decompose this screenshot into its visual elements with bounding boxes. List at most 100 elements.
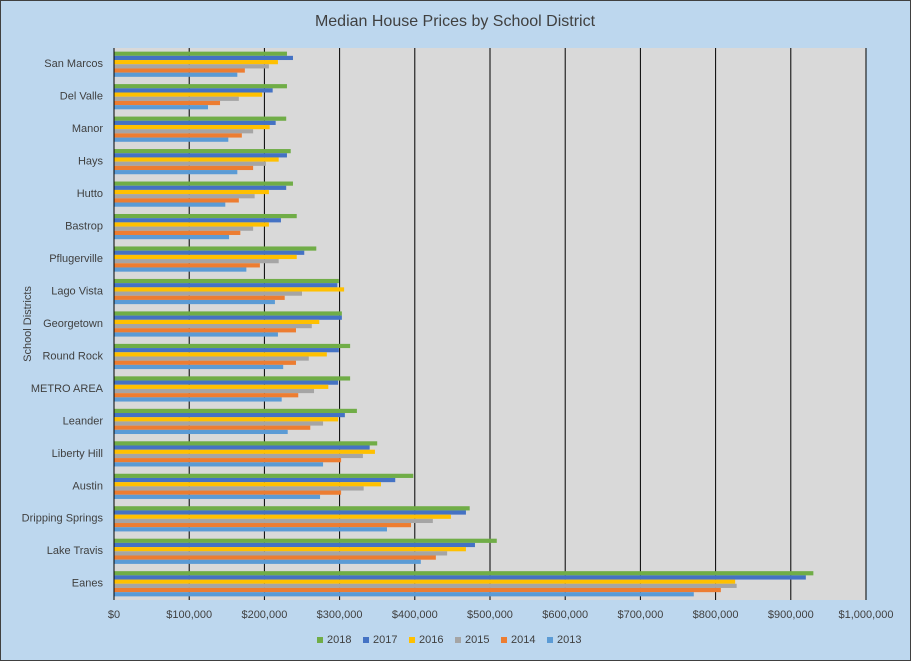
bar [114, 482, 381, 487]
y-tick-label: San Marcos [44, 58, 103, 70]
x-tick-label: $0 [108, 609, 120, 621]
bar [114, 185, 287, 190]
y-tick-label: Pflugerville [49, 253, 103, 265]
bar [114, 425, 311, 430]
legend-label: 2017 [373, 634, 397, 646]
bar [114, 324, 312, 329]
bar [114, 153, 287, 158]
x-tick-label: $800,000 [693, 609, 739, 621]
bar [114, 311, 342, 316]
bar [114, 100, 221, 106]
y-tick-label: Lake Travis [47, 545, 104, 557]
bar [114, 149, 291, 154]
y-tick-label: Eanes [72, 578, 104, 590]
bar [114, 514, 451, 519]
bar [114, 458, 342, 463]
y-tick-label: Dripping Springs [22, 513, 104, 525]
bar [114, 105, 208, 110]
bar [114, 376, 351, 381]
x-tick-label: $1,000,000 [838, 609, 893, 621]
bar [114, 84, 287, 89]
legend-swatch [317, 637, 323, 643]
y-axis-title: School Districts [22, 286, 34, 362]
bar [114, 360, 296, 365]
bar [114, 263, 260, 268]
bar [114, 518, 433, 524]
bar [114, 116, 287, 121]
bar [114, 198, 239, 203]
y-tick-label: Liberty Hill [52, 448, 103, 460]
bar [114, 486, 364, 491]
bar [114, 538, 497, 543]
bar [114, 453, 363, 459]
y-tick-label: Austin [72, 480, 103, 492]
y-tick-label: Manor [72, 123, 104, 135]
bar [114, 189, 269, 195]
bar [114, 579, 736, 584]
y-tick-label: Leander [63, 415, 104, 427]
bar [114, 246, 317, 251]
bar [114, 165, 254, 171]
bar [114, 542, 475, 548]
bar [114, 393, 299, 398]
bar [114, 473, 414, 478]
y-tick-label: Hays [78, 156, 104, 168]
bar [114, 523, 412, 528]
x-tick-label: $400,000 [392, 609, 438, 621]
bar [114, 551, 448, 556]
bar [114, 120, 276, 125]
legend-label: 2016 [419, 634, 443, 646]
bar [114, 408, 357, 414]
bar [114, 88, 273, 93]
bar [114, 343, 351, 349]
bar [114, 555, 436, 560]
bar [114, 234, 230, 240]
legend-swatch [363, 637, 369, 643]
bar [114, 462, 324, 467]
bar [114, 222, 269, 227]
y-tick-label: METRO AREA [31, 383, 104, 395]
bar [114, 68, 245, 73]
x-tick-label: $700,000 [617, 609, 663, 621]
bar [114, 230, 241, 235]
y-tick-label: Bastrop [65, 220, 103, 232]
y-tick-label: Del Valle [60, 91, 103, 103]
x-tick-label: $900,000 [768, 609, 814, 621]
bar [114, 445, 370, 450]
bar [114, 202, 226, 207]
chart-title: Median House Prices by School District [315, 13, 596, 30]
bar [114, 417, 339, 422]
bar [114, 295, 285, 300]
bar [114, 583, 737, 588]
bar [114, 494, 321, 499]
bar [114, 527, 387, 532]
bar [114, 352, 327, 357]
bar [114, 384, 329, 389]
bar [114, 218, 281, 223]
bar [114, 299, 275, 305]
bar [114, 92, 263, 97]
bar [114, 213, 297, 219]
bar [114, 283, 338, 288]
bar [114, 291, 302, 296]
x-tick-label: $200,000 [241, 609, 287, 621]
legend-label: 2013 [557, 634, 581, 646]
bar [114, 510, 466, 515]
bar [114, 449, 375, 454]
bar [114, 137, 229, 142]
bar [114, 254, 297, 260]
bar [114, 124, 270, 130]
legend-swatch [455, 637, 461, 643]
bar [114, 477, 396, 483]
y-tick-label: Round Rock [42, 350, 103, 362]
bar [114, 226, 254, 231]
bar [114, 315, 342, 320]
bar [114, 388, 315, 394]
y-tick-label: Georgetown [43, 318, 103, 330]
bar [114, 332, 278, 337]
legend-swatch [547, 637, 553, 643]
bar [114, 319, 320, 324]
bar [114, 364, 284, 370]
bar [114, 592, 694, 597]
